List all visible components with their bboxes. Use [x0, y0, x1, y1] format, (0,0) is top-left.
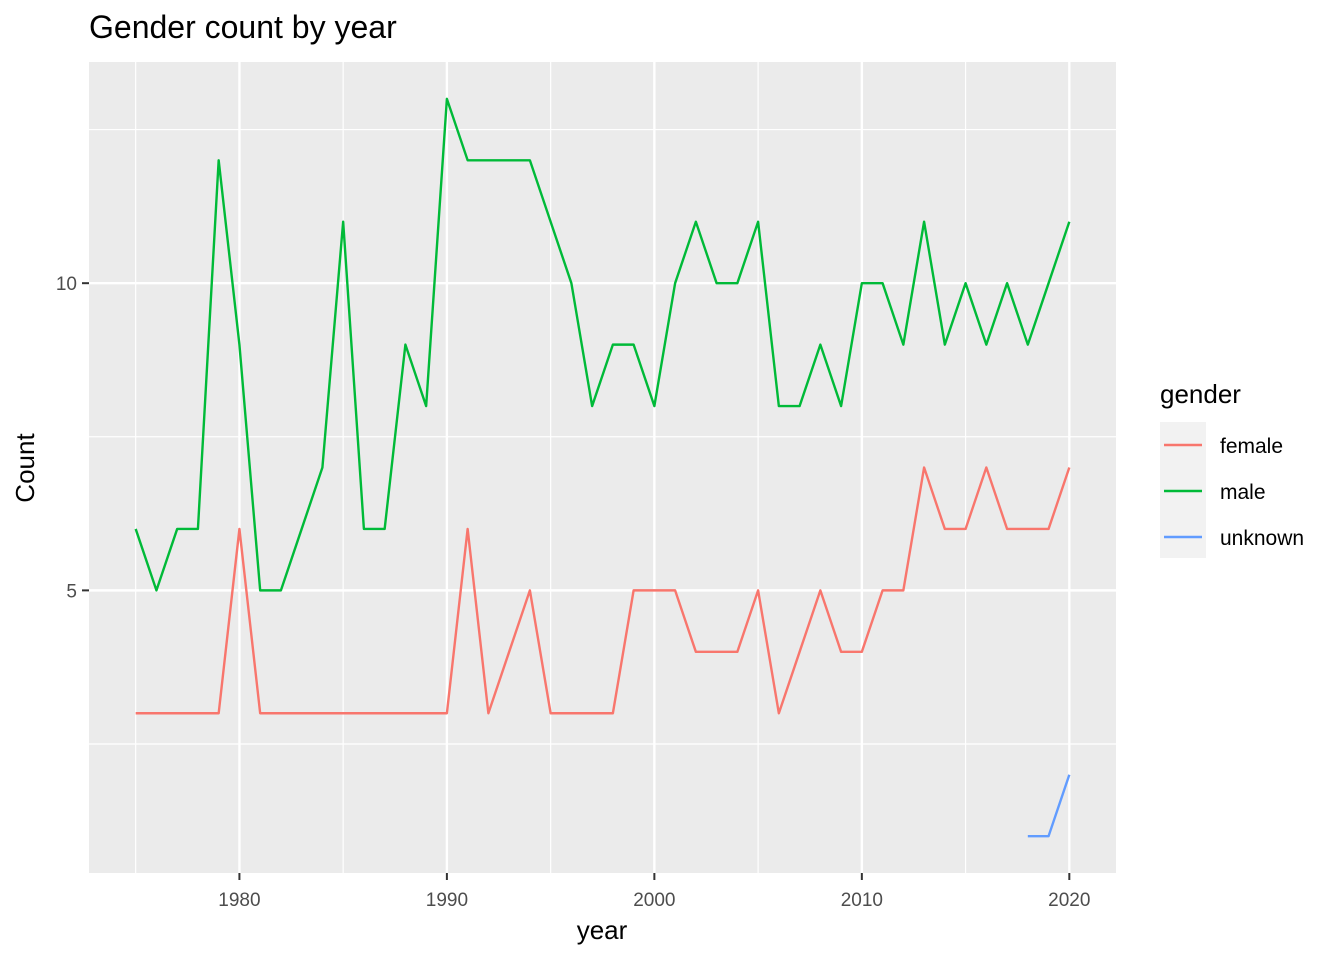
x-tick-label: 1990: [426, 890, 468, 911]
legend-title: gender: [1160, 379, 1241, 409]
x-tick-label: 2020: [1048, 890, 1090, 911]
legend-label-unknown: unknown: [1220, 527, 1304, 550]
x-tick-label: 2000: [633, 890, 675, 911]
x-axis-title: year: [577, 915, 628, 945]
y-axis-title: Count: [10, 433, 40, 503]
x-axis: 1980 1990 2000 2010 2020: [218, 873, 1090, 911]
minor-gridlines: [89, 62, 1116, 873]
plot-panel: [89, 62, 1116, 873]
x-tick-label: 2010: [841, 890, 883, 911]
series-line-male: [134, 97, 1071, 592]
legend-label-female: female: [1220, 435, 1283, 458]
y-axis: 5 10: [56, 274, 89, 602]
legend: gender female male unknown: [1160, 379, 1304, 558]
y-tick-label: 5: [66, 581, 77, 602]
legend-label-male: male: [1220, 481, 1266, 504]
chart-title: Gender count by year: [89, 9, 397, 45]
x-tick-label: 1980: [218, 890, 260, 911]
series-line-unknown: [1027, 774, 1071, 838]
y-tick-label: 10: [56, 274, 77, 295]
series-line-female: [135, 466, 1071, 715]
series-lines: [134, 97, 1071, 838]
